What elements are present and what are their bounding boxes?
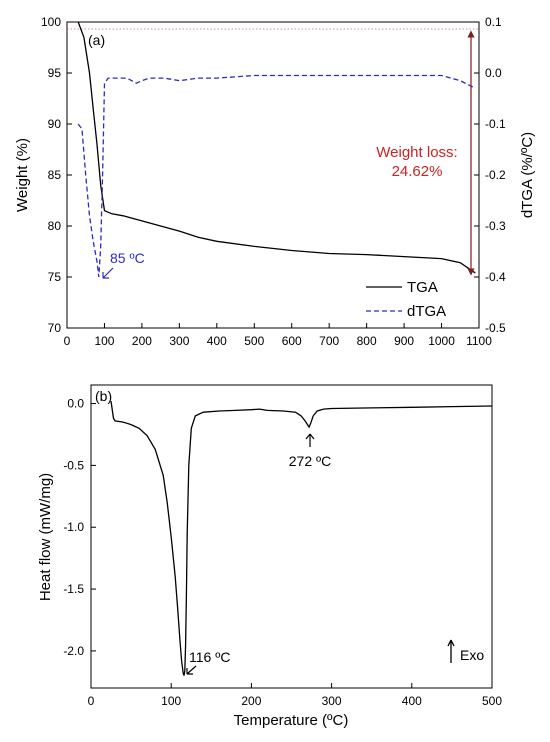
panel-b-label: (b): [95, 388, 112, 404]
panel-a-y-tick-label: 85: [48, 168, 62, 182]
panel-a-x-tick-label: 400: [207, 334, 227, 348]
panel-a-y-tick-label: 75: [48, 270, 62, 284]
panel-b-y-tick-label: -2.0: [63, 644, 84, 658]
panel-a-y-axis: 70 75 80 85 90 95 100: [41, 15, 72, 335]
peak-272-arrow: [305, 433, 315, 447]
peak-85-label: 85 ºC: [110, 250, 145, 266]
panel-a-y2-tick-label: -0.5: [485, 321, 506, 335]
weight-loss-label: Weight loss:: [376, 144, 457, 161]
weight-loss-value: 24.62%: [392, 163, 443, 180]
panel-a: 0 100 200 300 400 500 600 700 800 900 1000 1100 707…: [14, 15, 536, 348]
panel-a-label: (a): [88, 32, 105, 48]
panel-a-legend: TGA dTGA: [366, 279, 446, 320]
panel-b-y-tick-label: -1.5: [63, 582, 84, 596]
panel-a-x-tick-label: 300: [169, 334, 189, 348]
panel-a-y2-axis: -0.5 -0.4 -0.3 -0.2 -0.1 0.0 0.1: [474, 15, 506, 335]
panel-b-x-axis: 0 100 200 300 400 500: [88, 683, 502, 708]
panel-a-y-axis-label: Weight (%): [14, 138, 31, 212]
panel-b-y-tick-label: 0.0: [67, 397, 84, 411]
peak-85-arrow: [102, 267, 114, 279]
panel-a-x-tick-label: 1000: [428, 334, 455, 348]
legend-dtga-label: dTGA: [407, 303, 446, 320]
panel-a-x-tick-label: 900: [394, 334, 414, 348]
panel-a-x-tick-label: 0: [64, 334, 71, 348]
panel-a-x-tick-label: 700: [319, 334, 339, 348]
panel-a-y-tick-label: 100: [41, 15, 61, 29]
exo-label: Exo: [460, 647, 484, 663]
panel-a-x-tick-label: 1100: [466, 334, 492, 348]
exo-arrow-icon: [447, 639, 455, 663]
panel-a-y2-tick-label: -0.3: [485, 219, 506, 233]
panel-a-y2-tick-label: 0.1: [485, 15, 502, 29]
heat-flow-line: [110, 401, 493, 676]
panel-b-y-tick-label: -0.5: [63, 458, 84, 472]
panel-b-x-tick-label: 400: [402, 694, 422, 708]
panel-a-x-tick-label: 800: [357, 334, 377, 348]
panel-a-y2-tick-label: 0.0: [485, 66, 502, 80]
panel-b: 0 100 200 300 400 500 -2.0 -1.5 -1.0 -0.5 0.0 (b)…: [37, 384, 502, 729]
dtga-line: [77, 74, 476, 278]
panel-b-y-axis-label: Heat flow (mW/mg): [37, 473, 54, 601]
peak-272-label: 272 ºC: [289, 453, 331, 469]
panel-a-y2-tick-label: -0.1: [485, 117, 506, 131]
panel-a-x-axis: 0 100 200 300 400 500 600 700 800 900 1000 1100: [64, 323, 492, 348]
panel-b-y-axis: -2.0 -1.5 -1.0 -0.5 0.0: [63, 397, 96, 658]
panel-a-x-tick-label: 500: [244, 334, 264, 348]
panel-b-x-axis-label: Temperature (ºC): [234, 712, 349, 729]
panel-b-x-tick-label: 500: [482, 694, 502, 708]
panel-b-y-tick-label: -1.0: [63, 520, 84, 534]
panel-b-x-tick-label: 0: [88, 694, 95, 708]
panel-a-y2-axis-label: dTGA (%/ºC): [519, 132, 536, 218]
panel-a-y2-tick-label: -0.2: [485, 168, 506, 182]
peak-116-label: 116 ºC: [189, 649, 230, 665]
panel-a-x-tick-label: 100: [94, 334, 114, 348]
panel-a-y-tick-label: 70: [48, 321, 62, 335]
panel-a-x-tick-label: 200: [132, 334, 152, 348]
legend-tga-label: TGA: [407, 279, 438, 296]
panel-a-x-tick-label: 600: [282, 334, 302, 348]
panel-a-y-tick-label: 90: [48, 117, 62, 131]
peak-116-arrow: [186, 665, 197, 675]
panel-b-x-tick-label: 300: [322, 694, 342, 708]
panel-b-x-tick-label: 200: [241, 694, 261, 708]
panel-b-plot-frame: [90, 384, 493, 689]
panel-a-y-tick-label: 80: [48, 219, 62, 233]
panel-b-x-tick-label: 100: [161, 694, 181, 708]
tga-line: [77, 21, 476, 274]
panel-a-y-tick-label: 95: [48, 66, 62, 80]
panel-a-y2-tick-label: -0.4: [485, 270, 506, 284]
